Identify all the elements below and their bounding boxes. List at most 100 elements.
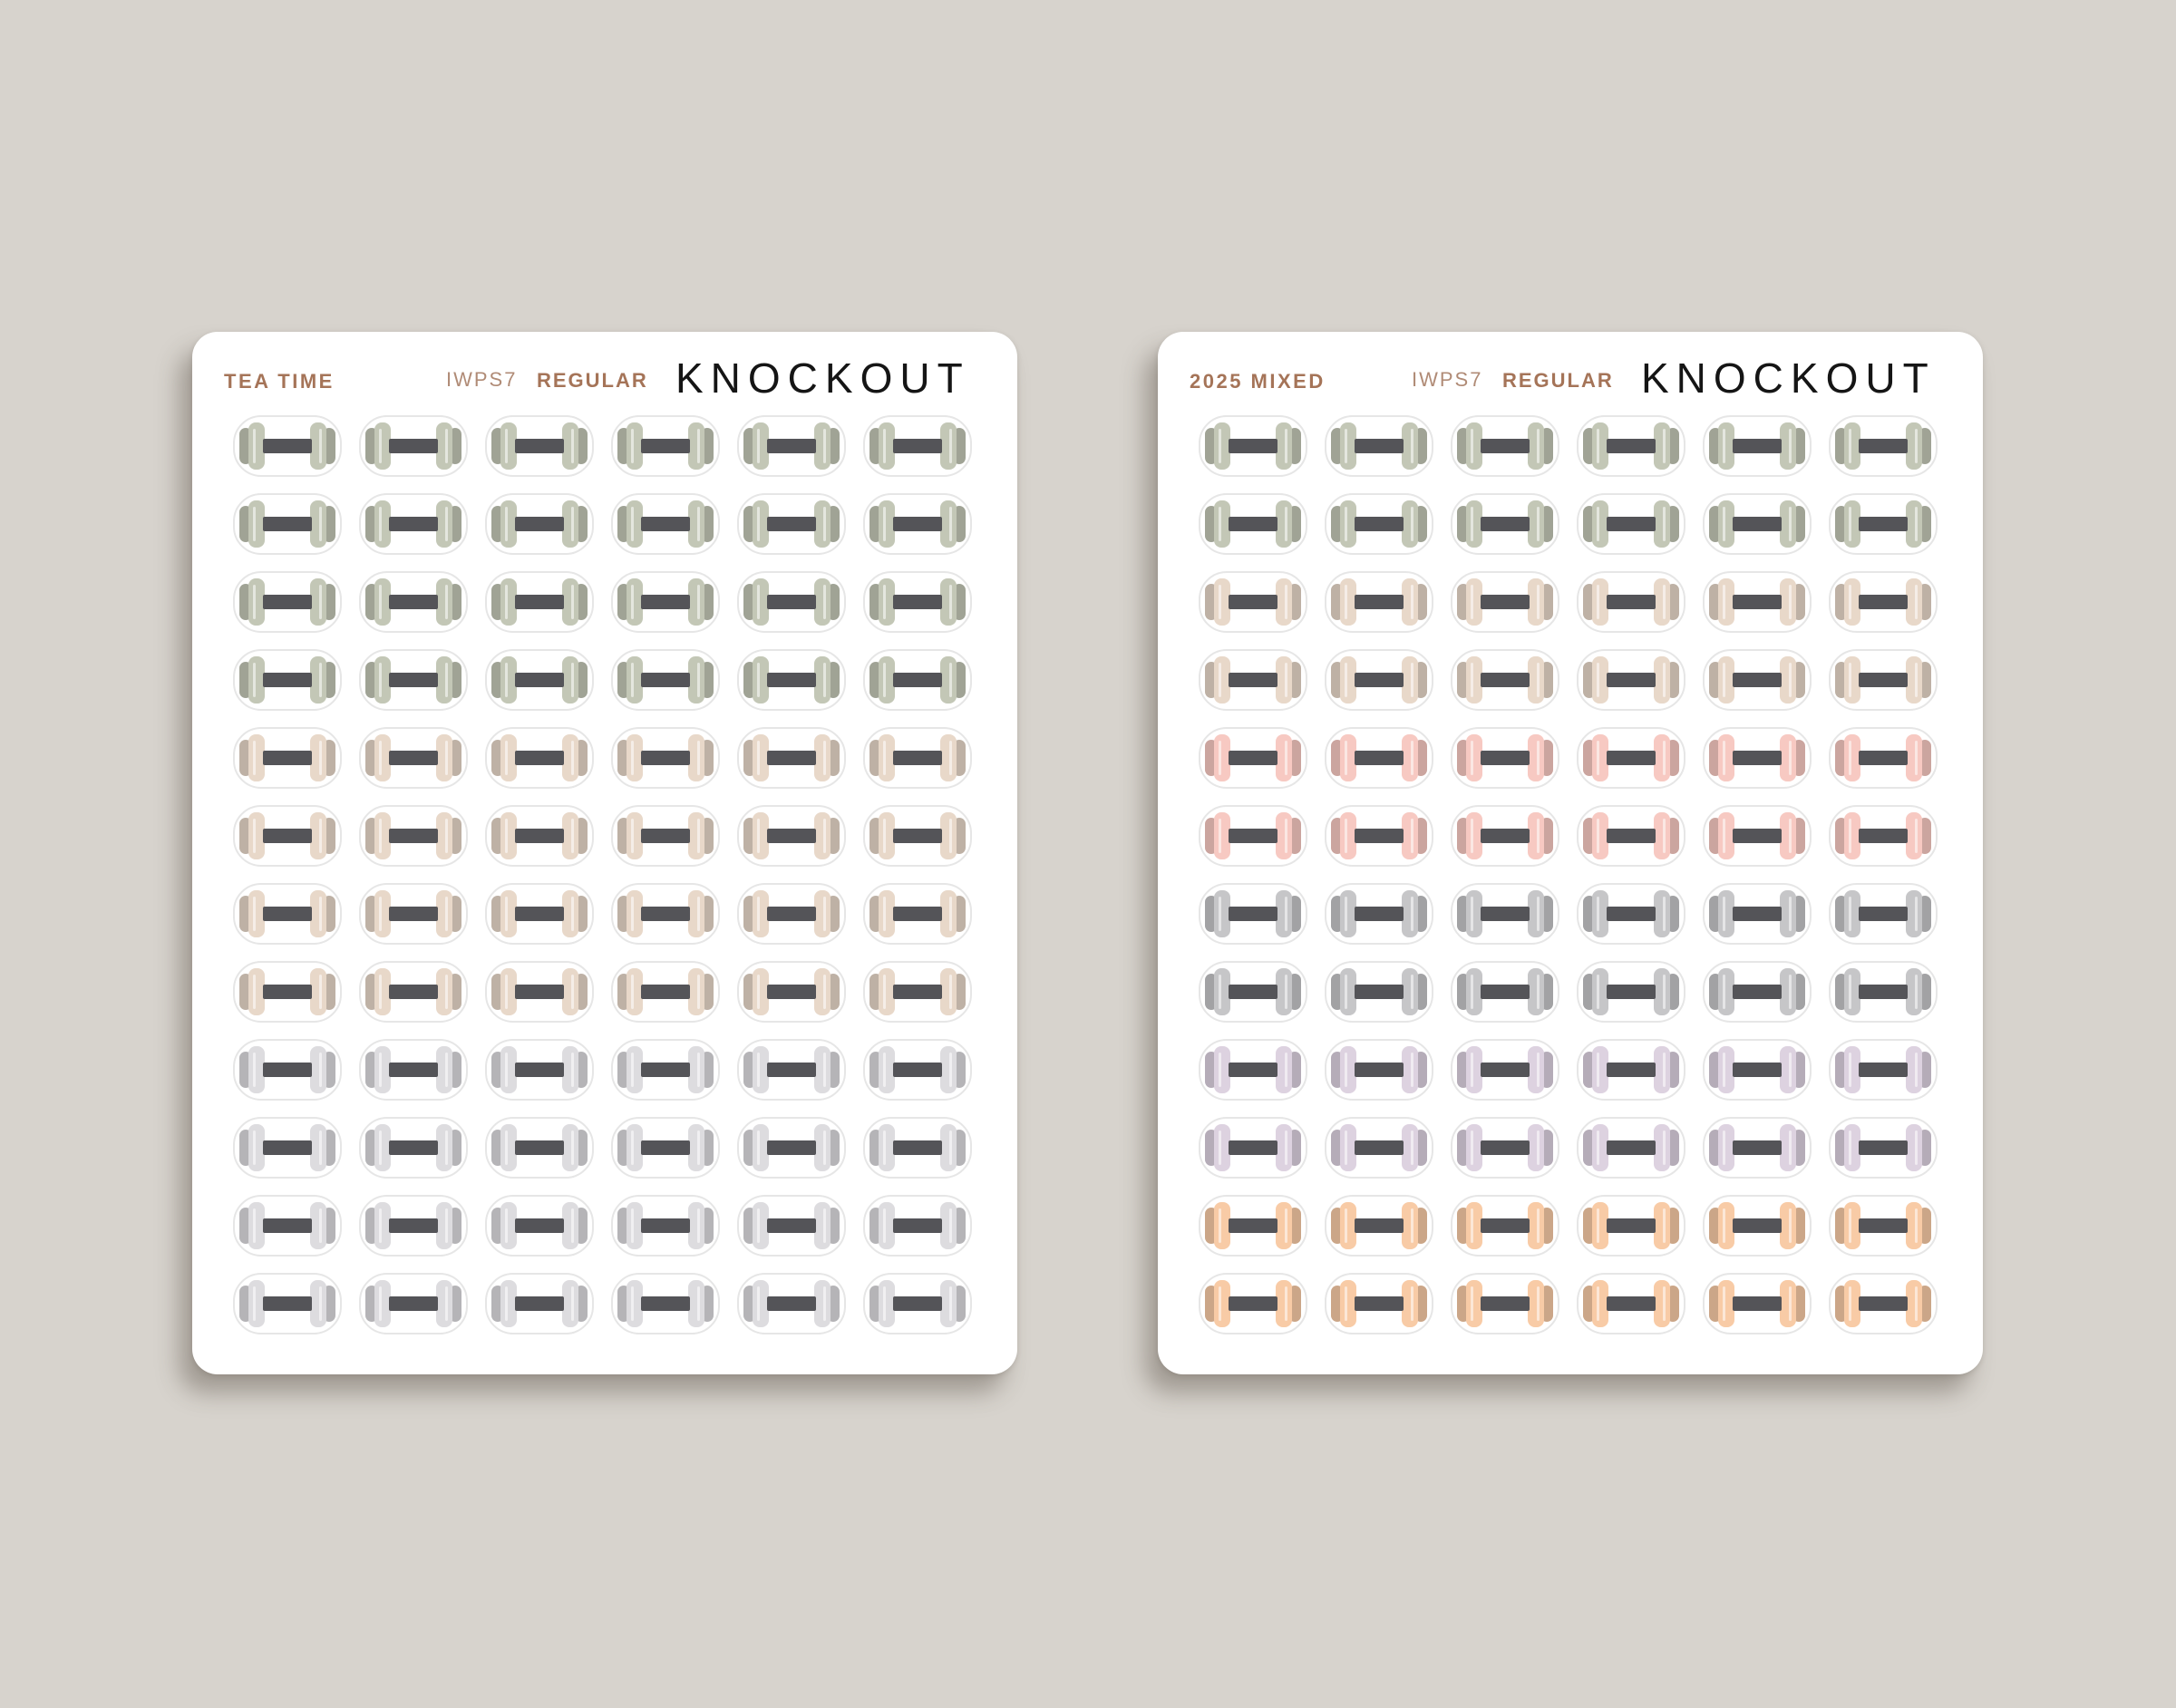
dumbbell-icon (1576, 647, 1686, 713)
dumbbell-icon (1450, 569, 1560, 635)
dumbbell-icon (484, 413, 595, 479)
dumbbell-icon (1576, 803, 1686, 869)
dumbbell-icon (484, 959, 595, 1024)
dumbbell-icon (1198, 1037, 1308, 1102)
dumbbell-icon (1576, 413, 1686, 479)
size-label: REGULAR (1502, 369, 1614, 392)
dumbbell-icon (1828, 1271, 1938, 1336)
dumbbell-icon (862, 647, 973, 713)
dumbbell-icon (862, 1193, 973, 1258)
sheet-header: TEA TIME IWPS7 REGULAR KNOCKOUT (192, 352, 1017, 415)
dumbbell-icon (1702, 959, 1812, 1024)
dumbbell-icon (610, 1115, 721, 1180)
dumbbell-icon (1198, 569, 1308, 635)
dumbbell-icon (484, 803, 595, 869)
dumbbell-icon (862, 725, 973, 791)
dumbbell-icon (1828, 647, 1938, 713)
dumbbell-icon (1828, 1115, 1938, 1180)
dumbbell-icon (1702, 803, 1812, 869)
dumbbell-icon (1576, 1115, 1686, 1180)
dumbbell-icon (232, 569, 343, 635)
dumbbell-icon (1198, 491, 1308, 557)
dumbbell-icon (1198, 725, 1308, 791)
dumbbell-icon (1324, 1193, 1434, 1258)
dumbbell-icon (358, 1037, 469, 1102)
dumbbell-icon (1450, 413, 1560, 479)
dumbbell-icon (610, 803, 721, 869)
dumbbell-icon (1198, 413, 1308, 479)
dumbbell-icon (232, 647, 343, 713)
dumbbell-icon (484, 1271, 595, 1336)
dumbbell-icon (1576, 725, 1686, 791)
dumbbell-icon (736, 491, 847, 557)
dumbbell-icon (736, 413, 847, 479)
dumbbell-icon (1828, 959, 1938, 1024)
dumbbell-icon (1702, 1037, 1812, 1102)
dumbbell-icon (232, 491, 343, 557)
dumbbell-icon (610, 1193, 721, 1258)
dumbbell-icon (862, 569, 973, 635)
dumbbell-icon (862, 1271, 973, 1336)
dumbbell-icon (1198, 881, 1308, 946)
dumbbell-icon (484, 1193, 595, 1258)
dumbbell-icon (1702, 1193, 1812, 1258)
dumbbell-icon (736, 803, 847, 869)
dumbbell-icon (1324, 959, 1434, 1024)
dumbbell-icon (232, 1037, 343, 1102)
palette-name: 2025 MIXED (1190, 370, 1326, 393)
dumbbell-icon (484, 1037, 595, 1102)
dumbbell-icon (1702, 725, 1812, 791)
dumbbell-icon (862, 881, 973, 946)
dumbbell-icon (1324, 881, 1434, 946)
dumbbell-icon (1324, 491, 1434, 557)
dumbbell-icon (1198, 1115, 1308, 1180)
dumbbell-icon (232, 881, 343, 946)
dumbbell-icon (1576, 569, 1686, 635)
dumbbell-icon (1450, 491, 1560, 557)
dumbbell-icon (736, 647, 847, 713)
dumbbell-icon (862, 413, 973, 479)
dumbbell-icon (1828, 569, 1938, 635)
dumbbell-icon (1198, 959, 1308, 1024)
dumbbell-icon (736, 725, 847, 791)
dumbbell-icon (1198, 647, 1308, 713)
dumbbell-icon (736, 959, 847, 1024)
dumbbell-icon (232, 413, 343, 479)
dumbbell-icon (1198, 803, 1308, 869)
dumbbell-icon (610, 959, 721, 1024)
dumbbell-icon (1702, 413, 1812, 479)
dumbbell-icon (1450, 1271, 1560, 1336)
dumbbell-icon (1324, 569, 1434, 635)
sku-code: IWPS7 (446, 368, 518, 391)
dumbbell-icon (358, 881, 469, 946)
dumbbell-icon (736, 1271, 847, 1336)
dumbbell-icon (358, 1115, 469, 1180)
dumbbell-icon (736, 1115, 847, 1180)
dumbbell-icon (1702, 1271, 1812, 1336)
dumbbell-icon (1702, 647, 1812, 713)
dumbbell-icon (610, 491, 721, 557)
dumbbell-icon (1198, 1271, 1308, 1336)
dumbbell-icon (1450, 725, 1560, 791)
dumbbell-icon (1702, 1115, 1812, 1180)
dumbbell-icon (1828, 1193, 1938, 1258)
dumbbell-icon (1324, 803, 1434, 869)
dumbbell-icon (1702, 881, 1812, 946)
dumbbell-icon (1828, 413, 1938, 479)
dumbbell-icon (610, 413, 721, 479)
dumbbell-icon (358, 1193, 469, 1258)
dumbbell-icon (862, 1037, 973, 1102)
dumbbell-icon (736, 569, 847, 635)
dumbbell-icon (736, 1037, 847, 1102)
dumbbell-icon (610, 1037, 721, 1102)
dumbbell-icon (862, 803, 973, 869)
style-title: KNOCKOUT (675, 354, 970, 402)
dumbbell-icon (358, 647, 469, 713)
dumbbell-icon (232, 1193, 343, 1258)
dumbbell-icon (1324, 725, 1434, 791)
dumbbell-icon (1450, 881, 1560, 946)
sticker-sheet-2025-mixed: 2025 MIXED IWPS7 REGULAR KNOCKOUT (1158, 332, 1983, 1374)
dumbbell-icon (1450, 803, 1560, 869)
dumbbell-icon (232, 803, 343, 869)
palette-name: TEA TIME (224, 370, 335, 393)
